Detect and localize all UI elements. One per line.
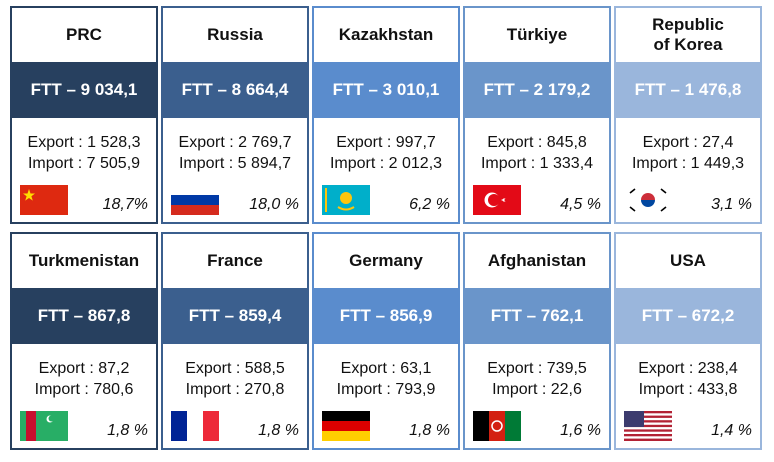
name-line: Republic [652,15,724,34]
import-value: Import : 270,8 [185,381,285,398]
flag [624,185,672,215]
country-card: Russia FTT – 8 664,4 Export : 2 769,7 Impor… [161,6,309,224]
import-value: Import : 5 894,7 [178,155,292,172]
flag [473,185,521,215]
country-card: Türkiye FTT – 2 179,2 Export : 845,8 Import… [463,6,611,224]
name-line: Kazakhstan [338,25,434,44]
share-percent: 18,0 % [249,196,299,213]
ftt-band: FTT – 1 476,8 [616,62,760,118]
ftt-band: FTT – 3 010,1 [314,62,458,118]
country-name: Kazakhstan [314,8,458,62]
share-percent: 6,2 % [409,196,450,213]
country-name: France [163,234,307,288]
import-value: Import : 1 333,4 [480,155,594,172]
flag [171,185,219,215]
export-value: Export : 1 528,3 [27,134,141,151]
flag [20,411,68,441]
country-name: Republic of Korea [616,8,760,62]
name-line: Afghanistan [487,251,587,270]
share-percent: 18,7% [102,196,148,213]
import-value: Import : 22,6 [492,381,582,398]
country-card: Kazakhstan FTT – 3 010,1 Export : 997,7 Imp… [312,6,460,224]
export-value: Export : 238,4 [638,360,738,377]
ftt-band: FTT – 856,9 [314,288,458,344]
export-value: Export : 997,7 [336,134,436,151]
import-value: Import : 433,8 [638,381,738,398]
country-name: Germany [314,234,458,288]
import-value: Import : 1 449,3 [631,155,745,172]
share-percent: 1,8 % [258,422,299,439]
name-line: PRC [66,25,102,44]
flag [473,411,521,441]
country-name: Turkmenistan [12,234,156,288]
import-value: Import : 7 505,9 [27,155,141,172]
export-value: Export : 27,4 [642,134,734,151]
country-name: PRC [12,8,156,62]
country-name: Türkiye [465,8,609,62]
import-value: Import : 793,9 [336,381,436,398]
ftt-band: FTT – 762,1 [465,288,609,344]
country-card: PRC FTT – 9 034,1 Export : 1 528,3 Import :… [10,6,158,224]
flag [322,185,370,215]
import-value: Import : 780,6 [34,381,134,398]
share-percent: 1,8 % [409,422,450,439]
ftt-band: FTT – 9 034,1 [12,62,156,118]
flag [322,411,370,441]
export-value: Export : 2 769,7 [178,134,292,151]
country-card: Republic of Korea FTT – 1 476,8 Export : 27… [614,6,762,224]
country-card: France FTT – 859,4 Export : 588,5 Import : … [161,232,309,450]
share-percent: 3,1 % [711,196,752,213]
name-line: Germany [349,251,423,270]
export-value: Export : 845,8 [487,134,587,151]
share-percent: 4,5 % [560,196,601,213]
name-line: Russia [207,25,263,44]
share-percent: 1,8 % [107,422,148,439]
flag [624,411,672,441]
export-value: Export : 87,2 [38,360,130,377]
country-name: Russia [163,8,307,62]
ftt-band: FTT – 867,8 [12,288,156,344]
import-value: Import : 2 012,3 [329,155,443,172]
country-card: Afghanistan FTT – 762,1 Export : 739,5 Impo… [463,232,611,450]
ftt-band: FTT – 2 179,2 [465,62,609,118]
name-line: of Korea [653,35,723,54]
name-line: USA [670,251,706,270]
name-line: France [207,251,263,270]
export-value: Export : 739,5 [487,360,587,377]
export-value: Export : 588,5 [185,360,285,377]
share-percent: 1,6 % [560,422,601,439]
ftt-band: FTT – 8 664,4 [163,62,307,118]
ftt-band: FTT – 859,4 [163,288,307,344]
country-card: Turkmenistan FTT – 867,8 Export : 87,2 Impo… [10,232,158,450]
country-name: Afghanistan [465,234,609,288]
share-percent: 1,4 % [711,422,752,439]
flag [20,185,68,215]
export-value: Export : 63,1 [340,360,432,377]
name-line: Turkmenistan [28,251,140,270]
country-name: USA [616,234,760,288]
flag [171,411,219,441]
country-card: USA FTT – 672,2 Export : 238,4 Import : 433… [614,232,762,450]
name-line: Türkiye [506,25,568,44]
ftt-band: FTT – 672,2 [616,288,760,344]
country-card: Germany FTT – 856,9 Export : 63,1 Import : … [312,232,460,450]
